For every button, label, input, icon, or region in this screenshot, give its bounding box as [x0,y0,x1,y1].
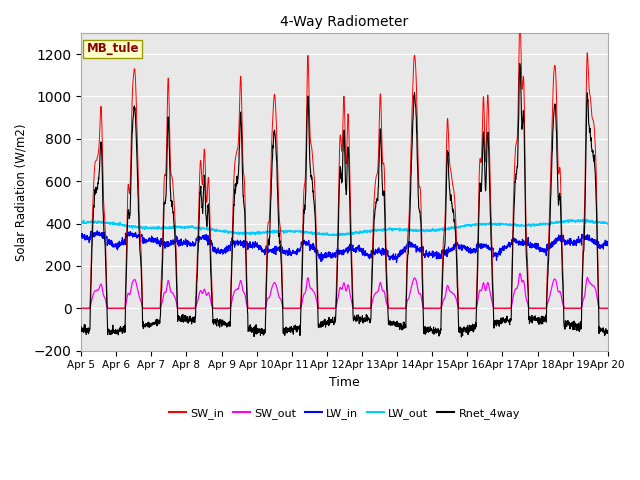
SW_in [224,305,232,311]
Rnet_4way [604,328,612,334]
SW_in [77,305,85,311]
Rnet_4way [516,60,524,66]
Line: SW_out: SW_out [81,274,608,308]
LW_in [393,259,401,265]
Text: MB_tule: MB_tule [86,42,139,56]
LW_out [333,233,340,239]
X-axis label: Time: Time [329,376,360,389]
Line: LW_out: LW_out [81,219,608,236]
Line: LW_in: LW_in [81,231,608,262]
LW_out [583,216,591,222]
Line: Rnet_4way: Rnet_4way [81,63,608,337]
Rnet_4way [558,243,566,249]
LW_in [558,233,566,239]
SW_out [360,305,367,311]
LW_out [77,220,85,226]
SW_in [497,305,505,311]
SW_out [572,305,580,311]
Rnet_4way [360,316,367,322]
Line: SW_in: SW_in [81,17,608,308]
LW_in [225,244,232,250]
LW_in [498,247,506,253]
LW_out [557,219,565,225]
LW_out [572,218,580,224]
SW_out [497,305,505,311]
LW_in [93,228,101,234]
SW_out [557,294,565,300]
LW_in [604,240,612,245]
LW_in [77,232,85,238]
Rnet_4way [497,318,505,324]
Rnet_4way [224,324,232,329]
Rnet_4way [371,210,379,216]
SW_out [77,305,85,311]
LW_out [604,221,612,227]
SW_in [604,305,612,311]
SW_out [516,271,524,276]
LW_out [497,221,505,227]
SW_out [224,305,232,311]
Rnet_4way [458,334,465,340]
LW_in [371,252,379,257]
Y-axis label: Solar Radiation (W/m2): Solar Radiation (W/m2) [15,123,28,261]
LW_out [224,230,232,236]
LW_in [360,251,367,256]
SW_in [557,214,565,220]
Legend: SW_in, SW_out, LW_in, LW_out, Rnet_4way: SW_in, SW_out, LW_in, LW_out, Rnet_4way [164,404,524,424]
LW_out [371,227,379,232]
SW_in [360,305,367,311]
LW_in [572,243,580,249]
LW_out [360,228,367,234]
SW_out [604,305,612,311]
SW_in [516,14,524,20]
Rnet_4way [572,326,580,332]
Rnet_4way [77,324,85,329]
Title: 4-Way Radiometer: 4-Way Radiometer [280,15,408,29]
SW_out [371,291,379,297]
SW_in [371,186,379,192]
SW_in [572,305,580,311]
